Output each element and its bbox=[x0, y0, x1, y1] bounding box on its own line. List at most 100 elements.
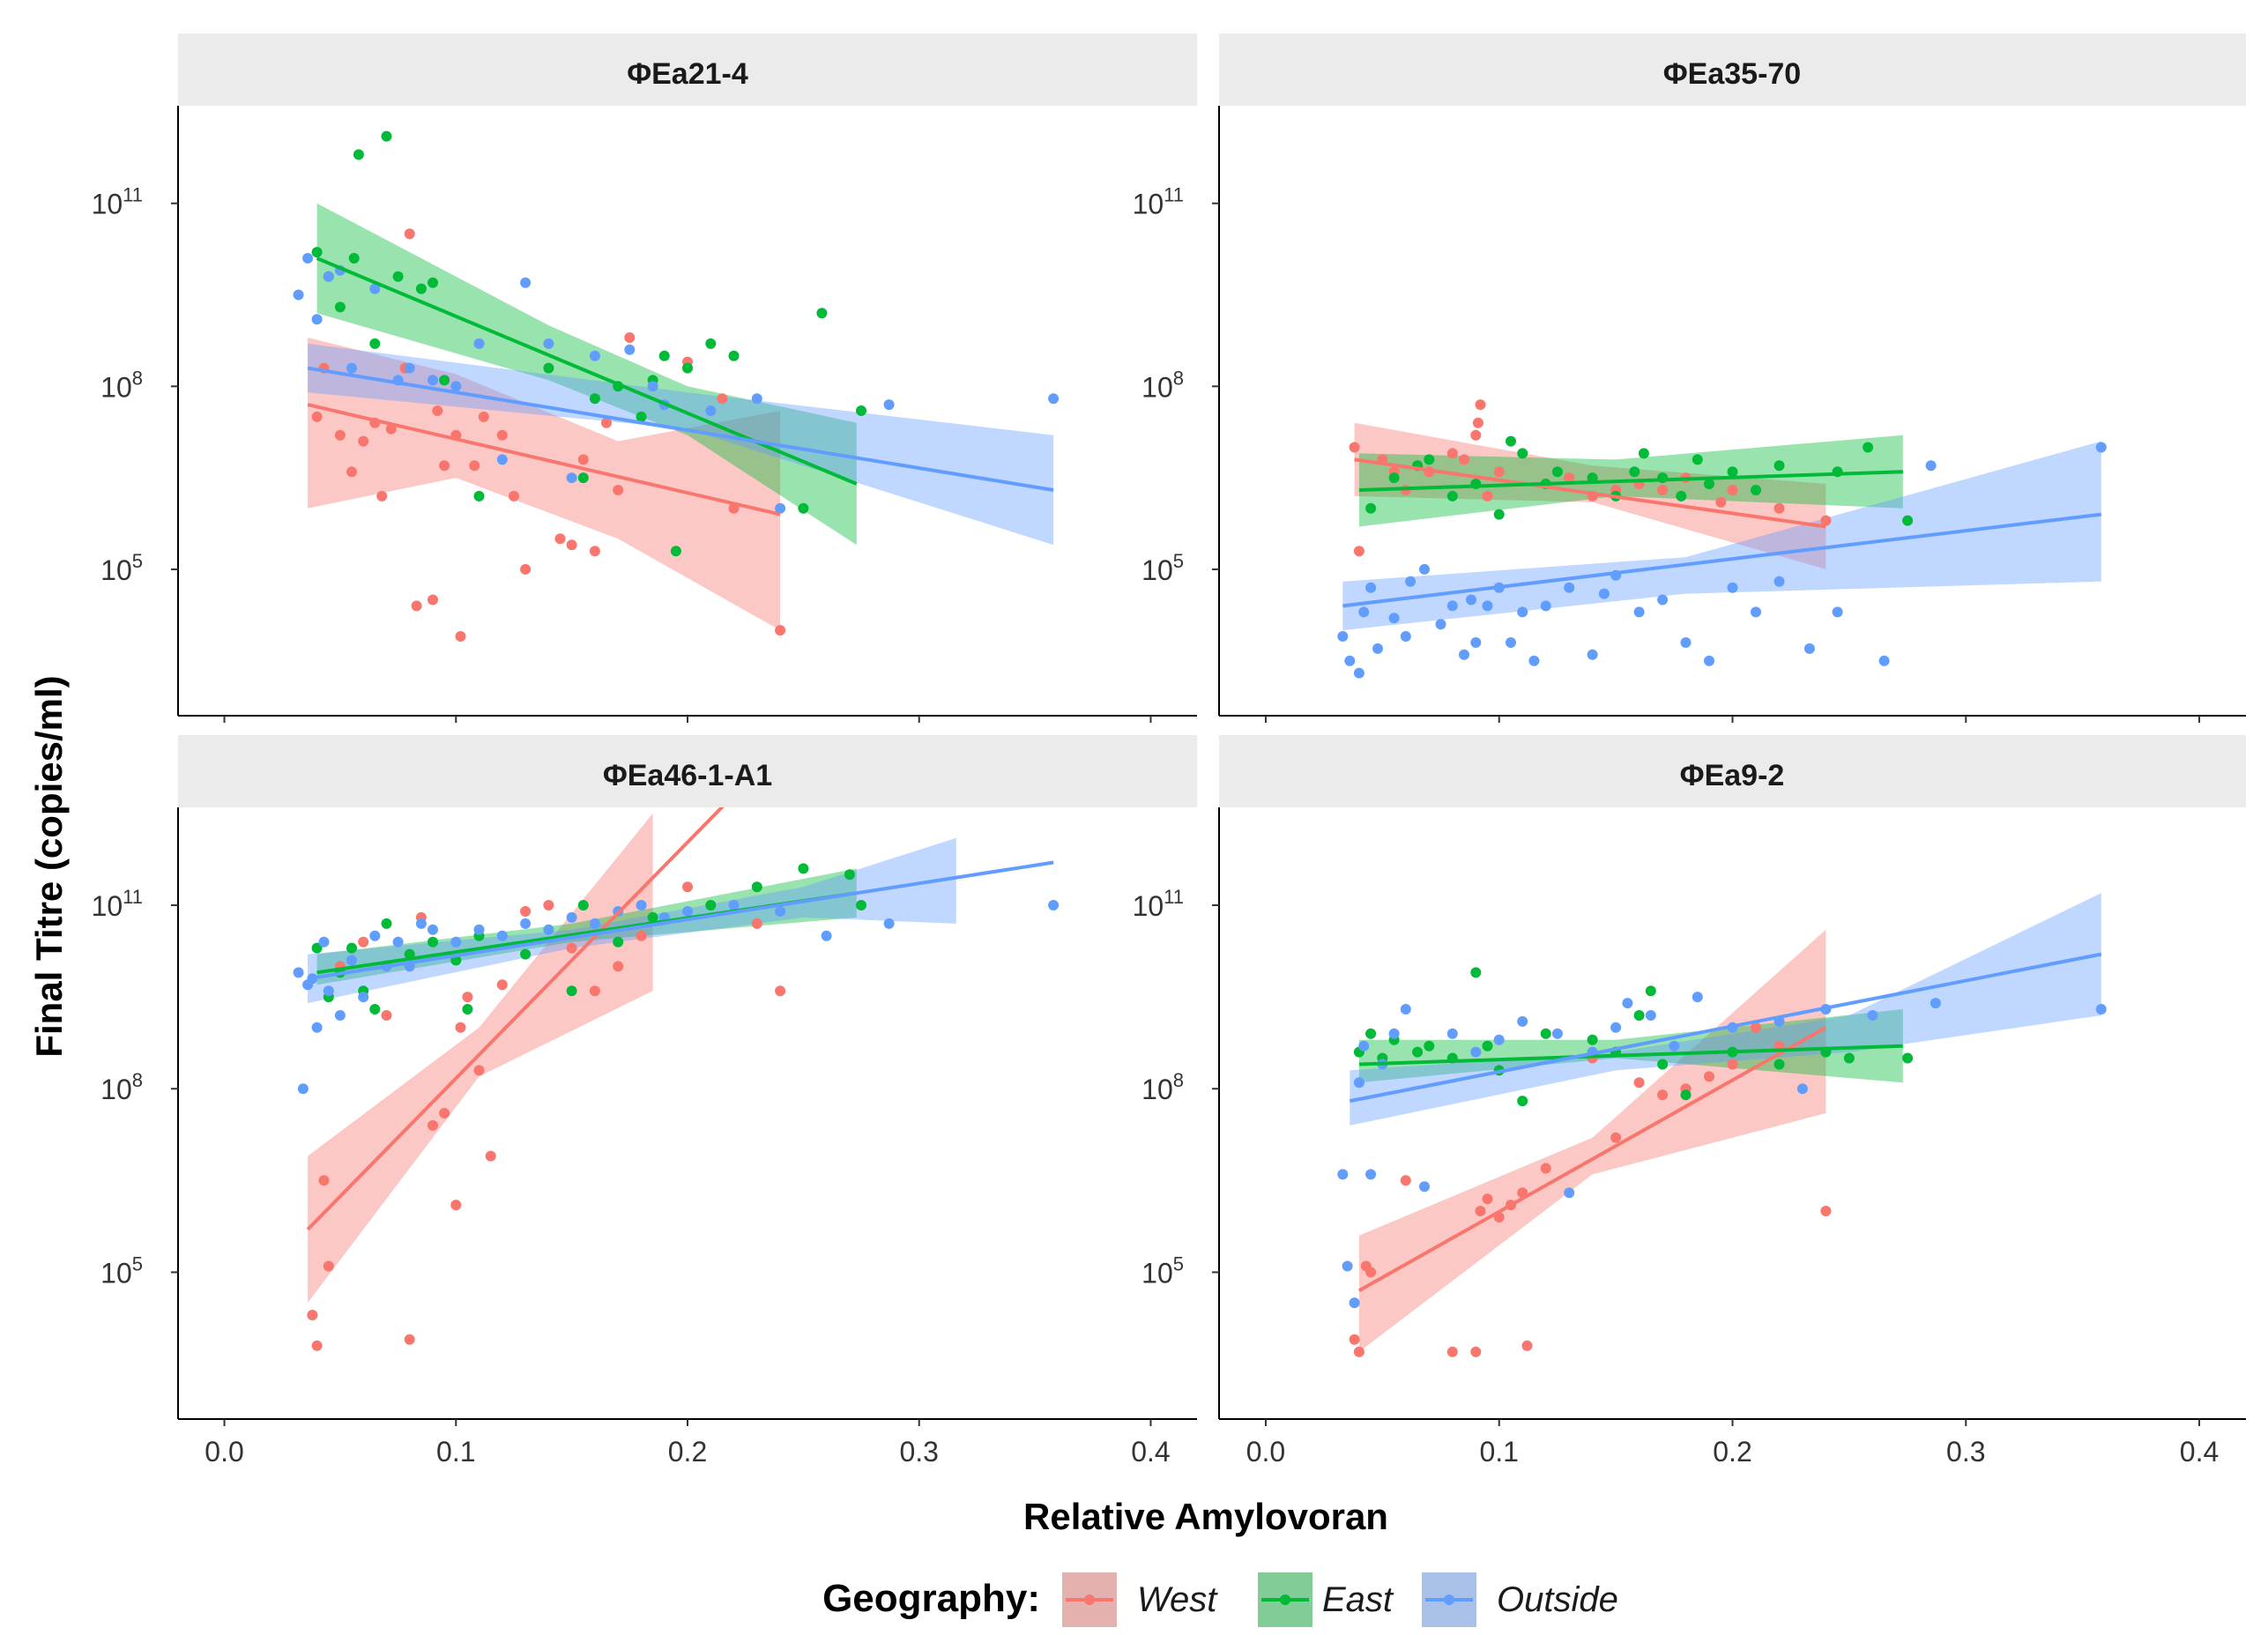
data-point-west bbox=[478, 411, 489, 422]
data-point-west bbox=[376, 490, 388, 502]
legend-title: Geography: bbox=[822, 1577, 1040, 1620]
data-point-outside bbox=[297, 1083, 309, 1095]
data-point-west bbox=[311, 1340, 323, 1351]
data-point-west bbox=[1521, 1340, 1533, 1351]
data-point-outside bbox=[1349, 1297, 1360, 1309]
fit-line-outside bbox=[307, 860, 1054, 981]
data-point-east bbox=[613, 936, 624, 948]
data-point-west bbox=[411, 600, 422, 612]
data-point-outside bbox=[428, 924, 438, 935]
data-point-east bbox=[705, 338, 717, 349]
data-point-west bbox=[1493, 466, 1505, 478]
data-point-west bbox=[1400, 1175, 1411, 1186]
data-point-outside bbox=[1353, 1077, 1365, 1089]
fit-line-east bbox=[316, 256, 858, 486]
data-point-west bbox=[1470, 1346, 1482, 1357]
data-point-east bbox=[1633, 1010, 1645, 1021]
data-point-east bbox=[1676, 490, 1687, 502]
data-point-outside bbox=[1540, 600, 1551, 612]
data-point-west bbox=[682, 881, 693, 893]
data-point-east bbox=[1517, 448, 1528, 459]
data-point-west bbox=[613, 485, 624, 495]
data-point-east bbox=[1902, 1052, 1914, 1064]
data-point-east bbox=[636, 411, 647, 422]
data-point-outside bbox=[682, 906, 693, 917]
data-point-east bbox=[647, 911, 658, 923]
data-point-outside bbox=[1551, 1028, 1563, 1039]
data-point-outside bbox=[1344, 655, 1356, 666]
data-point-outside bbox=[705, 405, 717, 416]
panel-content bbox=[293, 807, 1060, 1351]
legend-key-point bbox=[1280, 1594, 1290, 1605]
data-point-east bbox=[658, 350, 670, 361]
data-point-west bbox=[1727, 485, 1738, 495]
facet-strip bbox=[1219, 735, 2246, 807]
data-point-west bbox=[1472, 417, 1483, 428]
data-point-outside bbox=[334, 1010, 346, 1021]
data-point-outside bbox=[1878, 655, 1890, 666]
data-point-outside bbox=[323, 271, 334, 282]
data-point-west bbox=[334, 429, 346, 441]
data-point-outside bbox=[1517, 606, 1528, 618]
data-point-west bbox=[1564, 472, 1575, 484]
data-point-outside bbox=[1048, 393, 1060, 405]
data-point-west bbox=[1610, 1132, 1622, 1143]
data-point-east bbox=[1902, 515, 1914, 526]
data-point-west bbox=[554, 533, 566, 545]
data-point-outside bbox=[1405, 576, 1417, 587]
data-point-outside bbox=[566, 472, 577, 484]
confidence-band-outside bbox=[308, 837, 956, 1004]
facet-title: ΦEa35-70 bbox=[1663, 57, 1801, 91]
data-point-outside bbox=[358, 992, 369, 1003]
data-point-west bbox=[455, 631, 466, 642]
data-point-outside bbox=[624, 344, 636, 355]
y-tick-exponent: 11 bbox=[1164, 886, 1184, 908]
data-point-outside bbox=[369, 283, 381, 294]
data-point-outside bbox=[589, 350, 600, 361]
fit-line-east bbox=[1358, 1044, 1903, 1066]
data-point-outside bbox=[1669, 1040, 1680, 1052]
data-point-outside bbox=[1517, 1015, 1528, 1027]
data-point-west bbox=[485, 1150, 496, 1162]
data-point-east bbox=[1506, 435, 1516, 447]
data-point-west bbox=[1446, 1346, 1458, 1357]
data-point-east bbox=[1412, 1046, 1424, 1058]
data-point-west bbox=[1774, 502, 1785, 514]
legend-label: East bbox=[1322, 1580, 1394, 1619]
data-point-west bbox=[439, 460, 450, 472]
data-point-west bbox=[1657, 485, 1669, 495]
data-point-outside bbox=[1704, 655, 1714, 666]
data-point-west bbox=[775, 985, 786, 997]
y-tick-exponent: 8 bbox=[1173, 1069, 1184, 1091]
y-tick-exponent: 5 bbox=[132, 1252, 143, 1275]
data-point-outside bbox=[346, 955, 357, 966]
facet-title: ΦEa9-2 bbox=[1680, 759, 1785, 792]
data-point-outside bbox=[1435, 619, 1446, 630]
data-point-east bbox=[1704, 479, 1714, 489]
data-point-east bbox=[856, 405, 866, 416]
data-point-east bbox=[816, 308, 828, 319]
confidence-band-east bbox=[316, 203, 857, 546]
data-point-east bbox=[1424, 1040, 1435, 1052]
y-tick-exponent: 11 bbox=[1164, 184, 1184, 206]
data-point-east bbox=[577, 472, 589, 484]
fit-line-east bbox=[1358, 470, 1903, 492]
y-tick-exponent: 8 bbox=[132, 1069, 143, 1091]
data-point-west bbox=[566, 942, 577, 954]
data-point-west bbox=[1475, 399, 1486, 411]
data-point-east bbox=[428, 936, 438, 948]
data-point-outside bbox=[392, 936, 404, 948]
data-point-outside bbox=[1493, 1034, 1505, 1045]
data-point-outside bbox=[1337, 1169, 1349, 1180]
data-point-east bbox=[1388, 472, 1400, 484]
data-point-outside bbox=[496, 930, 508, 941]
data-point-west bbox=[624, 332, 636, 343]
facet-title: ΦEa21-4 bbox=[627, 57, 748, 91]
data-point-east bbox=[1692, 454, 1703, 465]
data-point-west bbox=[601, 417, 612, 428]
data-point-east bbox=[473, 490, 485, 502]
